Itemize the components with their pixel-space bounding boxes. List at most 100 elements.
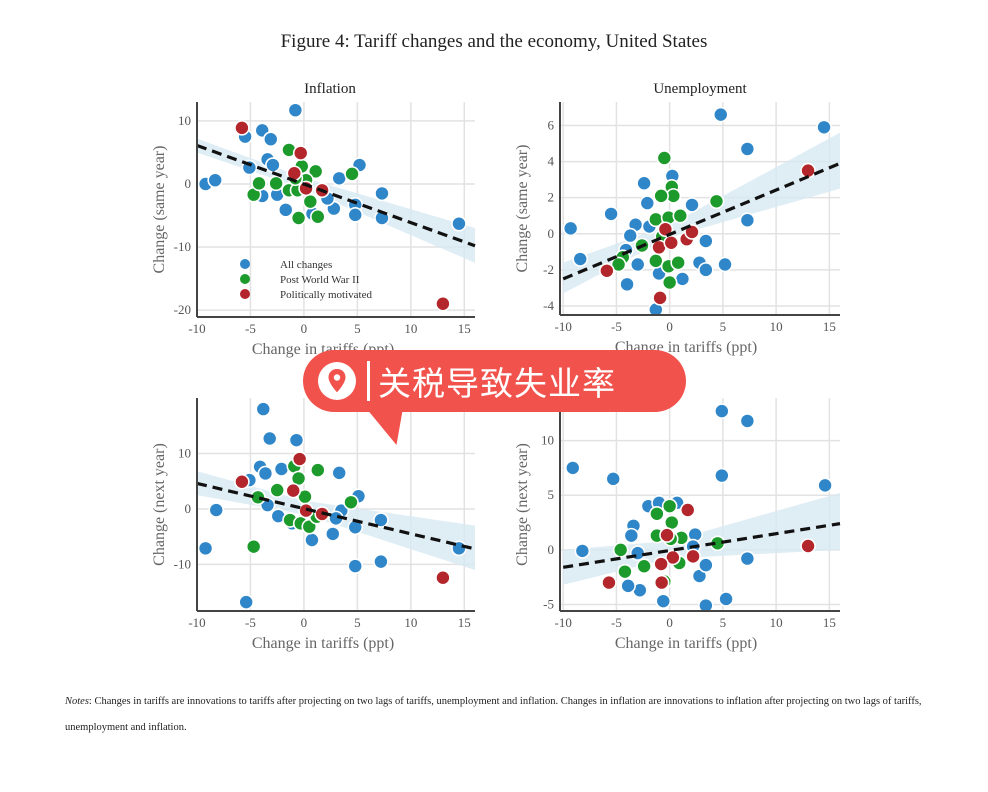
data-point-all-changes: [714, 467, 730, 484]
data-point-post-wwii: [653, 188, 669, 204]
y-tick-label: 10: [541, 433, 554, 448]
data-point-all-changes: [712, 106, 729, 123]
data-point-politically-motivated: [685, 548, 701, 565]
y-tick-label: -20: [174, 302, 191, 317]
data-point-all-changes: [273, 461, 290, 477]
data-point-all-changes: [620, 578, 636, 594]
x-tick-label: -10: [188, 321, 205, 336]
data-point-all-changes: [562, 220, 579, 237]
data-point-all-changes: [572, 251, 589, 267]
data-point-post-wwii: [656, 150, 673, 166]
x-tick-label: -10: [188, 615, 205, 630]
data-point-all-changes: [197, 540, 214, 557]
x-axis-label: Change in tariffs (ppt): [615, 635, 757, 652]
data-point-all-changes: [373, 553, 389, 570]
data-point-post-wwii: [612, 542, 629, 558]
overlay-label-bubble[interactable]: 关税导致失业率: [303, 350, 686, 412]
data-point-post-wwii: [661, 498, 678, 514]
data-point-politically-motivated: [435, 295, 451, 312]
data-point-all-changes: [698, 233, 714, 249]
data-point-politically-motivated: [679, 502, 696, 518]
legend-label: All changes: [280, 259, 332, 271]
data-point-politically-motivated: [652, 290, 668, 306]
legend-marker: [240, 289, 250, 299]
data-point-post-wwii: [649, 505, 665, 522]
data-point-politically-motivated: [800, 538, 816, 554]
data-point-all-changes: [639, 195, 656, 211]
panel-title: Unemployment: [653, 81, 747, 97]
data-point-all-changes: [257, 465, 274, 482]
data-point-all-changes: [717, 256, 733, 273]
data-point-post-wwii: [268, 175, 284, 192]
data-point-post-wwii: [636, 558, 652, 575]
data-point-all-changes: [451, 215, 467, 232]
x-tick-label: 15: [458, 321, 471, 336]
data-point-post-wwii: [670, 254, 686, 271]
data-point-all-changes: [684, 197, 700, 213]
data-point-all-changes: [674, 271, 691, 287]
y-tick-label: 0: [548, 226, 555, 241]
x-tick-label: 10: [404, 615, 417, 630]
x-tick-label: 15: [458, 615, 471, 630]
figure-notes: Notes: Changes in tariffs are innovation…: [65, 689, 945, 741]
y-tick-label: 4: [548, 154, 555, 169]
legend-label: Post World War II: [280, 274, 360, 286]
data-point-politically-motivated: [234, 473, 250, 490]
y-tick-label: 0: [548, 542, 555, 557]
x-tick-label: 5: [720, 615, 727, 630]
location-pin-icon: [318, 362, 356, 400]
data-point-all-changes: [288, 432, 305, 448]
data-point-politically-motivated: [435, 569, 451, 586]
data-point-post-wwii: [290, 210, 307, 226]
data-point-politically-motivated: [659, 527, 675, 543]
fit-line: [196, 143, 476, 248]
data-point-post-wwii: [245, 538, 262, 555]
legend-label: Politically motivated: [280, 289, 372, 301]
x-tick-label: 0: [666, 319, 673, 334]
y-tick-label: -5: [543, 596, 554, 611]
data-point-all-changes: [739, 212, 756, 229]
data-point-all-changes: [574, 543, 591, 559]
data-point-politically-motivated: [234, 120, 250, 136]
figure-title: Figure 4: Tariff changes and the economy…: [280, 31, 708, 52]
x-tick-label: -5: [245, 615, 256, 630]
data-point-all-changes: [816, 119, 832, 136]
data-point-all-changes: [698, 557, 714, 573]
y-tick-label: 2: [548, 190, 555, 205]
y-tick-label: 10: [178, 445, 191, 460]
data-point-all-changes: [324, 526, 341, 542]
data-point-all-changes: [255, 401, 272, 417]
data-point-post-wwii: [672, 207, 689, 224]
x-tick-label: 0: [666, 615, 673, 630]
data-point-all-changes: [208, 502, 225, 518]
x-tick-label: 15: [823, 319, 836, 334]
data-point-all-changes: [603, 206, 619, 222]
data-point-post-wwii: [344, 166, 360, 182]
y-tick-label: -4: [543, 298, 554, 313]
data-point-all-changes: [238, 594, 254, 610]
x-tick-label: -5: [611, 319, 622, 334]
x-tick-label: -5: [611, 615, 622, 630]
data-point-all-changes: [331, 170, 348, 187]
notes-label: Notes: [65, 696, 89, 707]
x-tick-label: 10: [770, 319, 783, 334]
fit-line: [562, 522, 841, 569]
data-point-politically-motivated: [684, 224, 700, 240]
data-point-all-changes: [373, 512, 389, 528]
data-point-post-wwii: [617, 563, 633, 580]
data-point-all-changes: [718, 591, 734, 607]
y-tick-label: -2: [543, 262, 554, 277]
data-point-all-changes: [265, 157, 281, 173]
data-point-all-changes: [207, 172, 223, 188]
data-point-all-changes: [374, 185, 390, 202]
y-tick-label: 6: [548, 117, 555, 132]
y-tick-label: 10: [178, 113, 191, 128]
data-point-all-changes: [605, 471, 622, 487]
data-point-all-changes: [739, 413, 756, 429]
panel-title: Inflation: [304, 81, 356, 97]
x-tick-label: 15: [823, 615, 836, 630]
